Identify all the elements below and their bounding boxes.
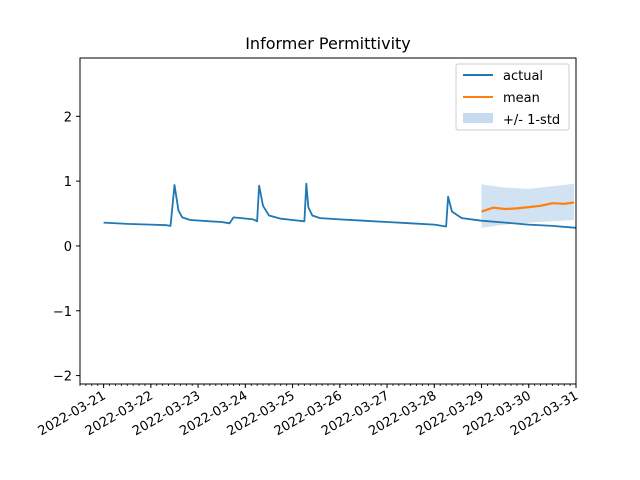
y-axis: −2 −1 0 1 2 (53, 110, 80, 385)
chart-title: Informer Permittivity (245, 34, 411, 53)
y-tick-label: 0 (64, 240, 72, 255)
y-tick-label: 1 (64, 175, 72, 190)
y-tick-label: −1 (53, 305, 72, 320)
y-tick-label: 2 (64, 110, 72, 125)
legend-actual-label: actual (503, 69, 543, 84)
legend-mean-label: mean (503, 91, 540, 106)
std-band (481, 183, 574, 228)
series-line-actual (103, 182, 577, 229)
legend: actual mean +/- 1-std (455, 63, 570, 131)
plot-area (103, 182, 577, 229)
series-line-mean (481, 201, 575, 213)
legend-band-swatch (463, 113, 493, 123)
legend-band-label: +/- 1-std (503, 113, 560, 128)
y-tick-label: −2 (53, 370, 72, 385)
